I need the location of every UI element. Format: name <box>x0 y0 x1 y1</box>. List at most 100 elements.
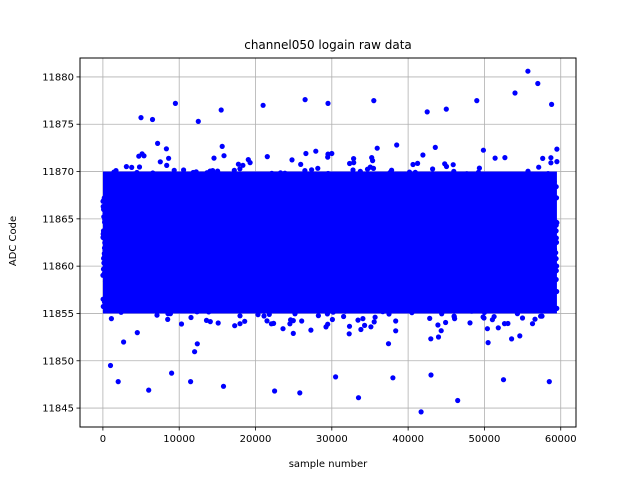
outlier-point <box>260 102 266 108</box>
outlier-point <box>218 107 224 113</box>
data-point <box>341 313 347 320</box>
data-point <box>157 159 163 165</box>
data-point <box>495 325 501 331</box>
data-point <box>247 160 253 166</box>
data-points <box>100 68 560 415</box>
data-point <box>389 167 395 173</box>
data-point <box>329 316 335 323</box>
y-tick-label: 11865 <box>42 214 74 225</box>
y-tick-label: 11845 <box>42 404 74 415</box>
y-tick-label: 11850 <box>42 356 74 367</box>
data-point <box>394 142 400 148</box>
data-point <box>438 328 444 334</box>
outlier-point <box>297 390 303 396</box>
data-point <box>476 165 482 171</box>
data-point <box>509 336 515 342</box>
data-point <box>290 330 296 336</box>
y-tick-label: 11880 <box>42 72 74 83</box>
data-point <box>346 331 352 337</box>
data-point <box>165 316 171 322</box>
data-point <box>347 160 353 167</box>
outlier-point <box>500 377 507 383</box>
data-point <box>219 143 225 149</box>
data-point <box>364 166 371 172</box>
outlier-point <box>418 409 424 415</box>
data-point <box>427 315 433 321</box>
data-point <box>351 156 357 162</box>
outlier-point <box>302 97 308 103</box>
data-point <box>215 320 221 326</box>
x-tick-label: 60000 <box>545 434 577 445</box>
x-tick-label: 20000 <box>240 434 272 445</box>
data-point <box>154 312 160 318</box>
data-point <box>166 155 172 161</box>
data-point <box>370 165 377 171</box>
data-point <box>315 165 321 171</box>
outlier-point <box>424 109 430 115</box>
data-point <box>346 323 353 329</box>
data-point <box>432 144 438 150</box>
outlier-point <box>390 375 396 381</box>
dense-point-cloud <box>102 171 557 314</box>
outlier-point <box>188 379 194 385</box>
outlier-point <box>512 90 518 96</box>
outlier-point <box>115 379 121 385</box>
outlier-point <box>333 374 339 380</box>
data-point <box>554 146 560 152</box>
data-point <box>443 319 449 326</box>
data-point <box>203 317 210 323</box>
outlier-point <box>525 68 531 74</box>
data-point <box>178 321 185 327</box>
data-point <box>548 160 554 166</box>
data-point <box>325 151 331 157</box>
data-point <box>136 164 143 170</box>
data-point <box>502 155 508 161</box>
outlier-point <box>549 101 555 107</box>
y-tick-label: 11875 <box>42 120 74 131</box>
data-point <box>484 326 490 332</box>
y-tick-label: 11870 <box>42 167 74 178</box>
data-point <box>450 162 456 168</box>
data-point <box>505 320 511 327</box>
data-point <box>554 159 560 165</box>
data-point <box>536 164 542 170</box>
data-point <box>442 161 448 167</box>
data-point <box>485 340 491 346</box>
outlier-point <box>107 362 114 369</box>
data-point <box>299 318 305 324</box>
outlier-point <box>355 395 362 401</box>
x-tick-label: 30000 <box>316 434 348 445</box>
data-point <box>492 155 498 161</box>
data-point <box>123 164 129 170</box>
x-tick-label: 40000 <box>392 434 424 445</box>
data-point <box>194 341 200 347</box>
data-point <box>368 324 374 330</box>
data-point <box>369 155 375 161</box>
y-tick-label: 11855 <box>42 309 74 320</box>
x-axis-title: sample number <box>289 459 368 470</box>
outlier-point <box>325 100 331 106</box>
data-point <box>211 155 217 161</box>
data-point <box>435 322 441 328</box>
plot-frame <box>79 57 577 428</box>
outlier-point <box>455 397 461 404</box>
data-point <box>121 339 127 345</box>
data-point <box>358 326 364 333</box>
chart-title: channel050 logain raw data <box>244 38 412 52</box>
data-point <box>315 313 321 319</box>
y-tick-label: 11860 <box>42 262 74 273</box>
data-point <box>271 320 277 326</box>
data-point <box>221 153 227 159</box>
outlier-point <box>195 118 201 124</box>
data-point <box>235 161 241 167</box>
y-axis-ticks: 11845 11850 11855 11860 11865 11870 11875 11880 <box>42 72 80 415</box>
data-point <box>242 318 248 324</box>
data-point <box>548 155 554 161</box>
data-point <box>108 316 114 322</box>
data-point <box>467 320 473 326</box>
outlier-point <box>220 383 227 389</box>
data-point <box>393 318 399 324</box>
data-point <box>372 314 378 320</box>
outlier-point <box>546 379 552 385</box>
x-tick-label: 10000 <box>163 434 195 445</box>
